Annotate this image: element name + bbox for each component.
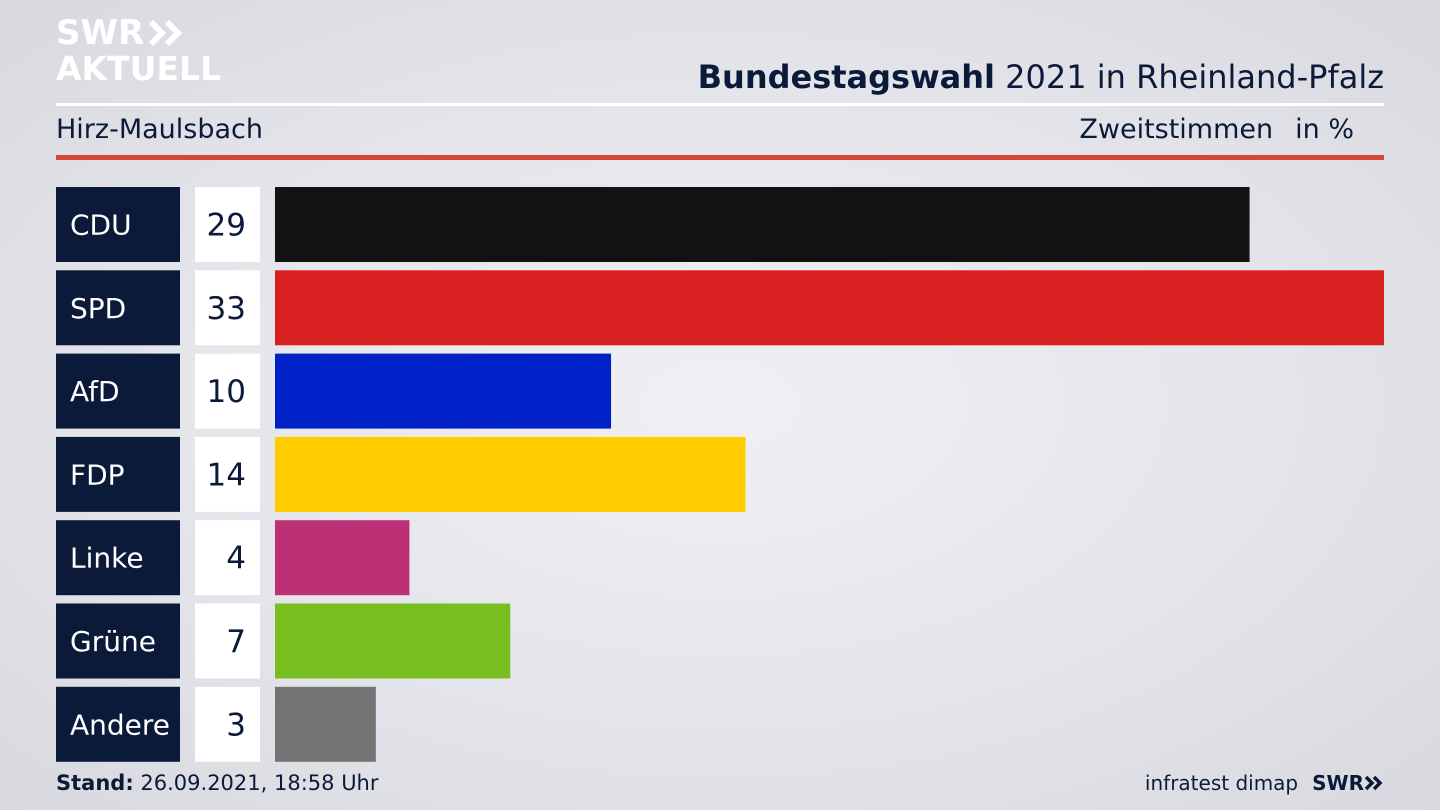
footer-brand: SWR xyxy=(1312,771,1364,795)
source-credit: infratest dimap SWR xyxy=(1145,771,1384,795)
party-label-box-fdp xyxy=(56,436,180,512)
value-label-andere: 3 xyxy=(226,707,246,743)
stand-value: 26.09.2021, 18:58 Uhr xyxy=(140,771,379,795)
value-label-gruene: 7 xyxy=(226,624,246,660)
bar-fdp xyxy=(275,436,746,512)
bar-linke xyxy=(275,520,410,596)
value-box-cdu xyxy=(195,187,260,262)
accent-divider xyxy=(56,155,1384,160)
party-label-box-linke xyxy=(56,520,180,596)
logo-line2: AKTUELL xyxy=(56,49,222,88)
party-label-cdu: CDU xyxy=(70,209,132,242)
bar-cdu xyxy=(275,187,1250,262)
party-label-andere: Andere xyxy=(70,708,170,741)
double-chevron-icon xyxy=(1364,775,1383,791)
unit-label: in % xyxy=(1295,114,1354,145)
party-label-spd: SPD xyxy=(70,292,126,325)
party-label-box-cdu xyxy=(56,187,180,262)
logo-line1: SWR xyxy=(56,13,145,53)
vote-type-label: Zweitstimmen xyxy=(1079,114,1274,145)
value-box-afd xyxy=(195,353,260,429)
bar-andere xyxy=(275,686,376,762)
value-box-linke xyxy=(195,520,260,596)
chart-title: Bundestagswahl 2021 in Rheinland-Pfalz xyxy=(698,58,1384,96)
value-label-fdp: 14 xyxy=(207,457,246,493)
party-label-fdp: FDP xyxy=(70,458,125,491)
party-label-afd: AfD xyxy=(70,375,120,408)
value-box-gruene xyxy=(195,603,260,679)
party-label-box-gruene xyxy=(56,603,180,679)
title-rest: 2021 in Rheinland-Pfalz xyxy=(1005,58,1384,96)
source-label: infratest dimap xyxy=(1144,771,1299,795)
bar-gruene xyxy=(275,603,511,679)
party-label-linke: Linke xyxy=(70,542,144,575)
vote-type: Zweitstimmen in % xyxy=(1079,114,1354,145)
value-label-spd: 33 xyxy=(207,291,246,327)
timestamp: Stand: 26.09.2021, 18:58 Uhr xyxy=(56,771,379,795)
double-chevron-icon xyxy=(149,19,183,47)
bar-afd xyxy=(275,353,612,429)
party-label-box-afd xyxy=(56,353,180,429)
value-box-fdp xyxy=(195,436,260,512)
swr-aktuell-logo: SWR AKTUELL xyxy=(56,16,221,85)
value-label-linke: 4 xyxy=(226,541,246,577)
bar-spd xyxy=(275,270,1384,346)
value-label-afd: 10 xyxy=(207,374,246,410)
header-divider xyxy=(56,103,1384,106)
party-label-box-andere xyxy=(56,686,180,762)
region-name: Hirz-Maulsbach xyxy=(56,114,263,145)
title-bold: Bundestagswahl xyxy=(697,58,995,96)
value-box-andere xyxy=(195,686,260,762)
value-label-cdu: 29 xyxy=(207,208,246,244)
party-label-gruene: Grüne xyxy=(70,625,156,658)
swr-footer-logo: SWR xyxy=(1312,771,1384,795)
stand-label: Stand: xyxy=(56,771,134,795)
value-box-spd xyxy=(195,270,260,346)
party-label-box-spd xyxy=(56,270,180,346)
